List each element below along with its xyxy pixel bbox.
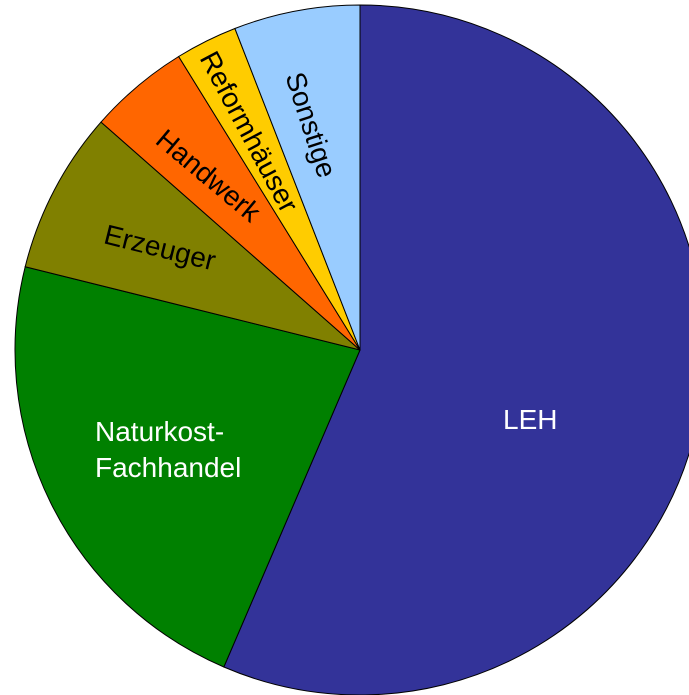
- pie-slice: [14, 266, 361, 668]
- pie-slice: [234, 4, 361, 351]
- slice-label: Naturkost- Fachhandel: [95, 416, 242, 483]
- slice-label: LEH: [503, 404, 558, 435]
- pie-slice: [24, 121, 361, 351]
- pie-slice: [223, 4, 689, 695]
